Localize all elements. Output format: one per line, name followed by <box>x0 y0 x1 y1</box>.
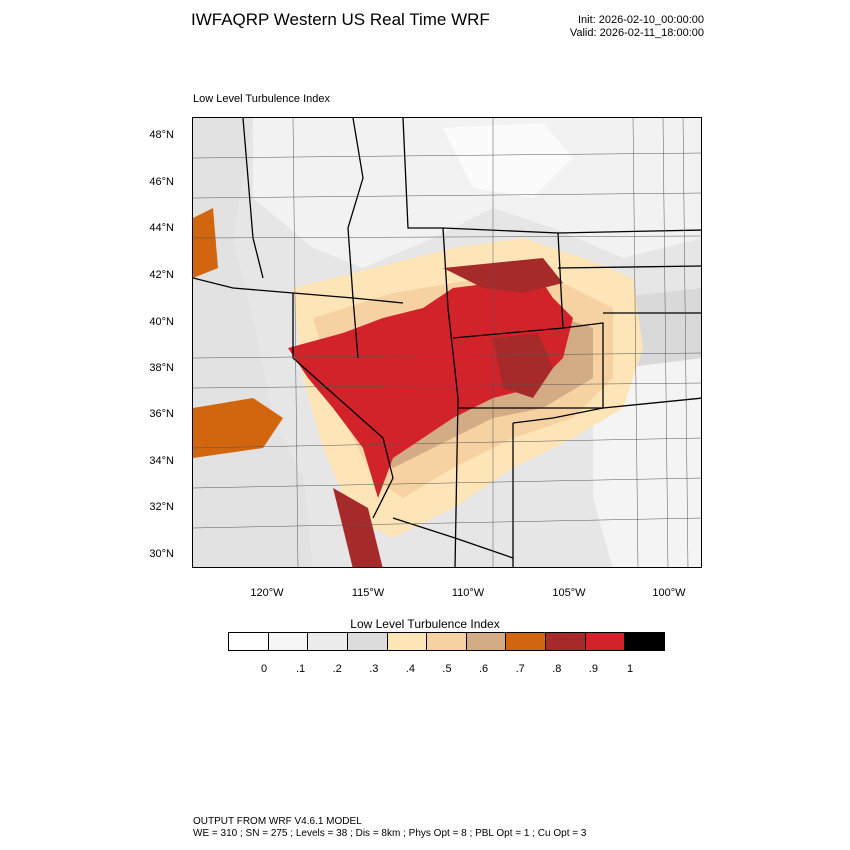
county-borders <box>193 118 701 567</box>
footer-line-1: OUTPUT FROM WRF V4.6.1 MODEL <box>193 816 362 827</box>
lat-tick-label: 34°N <box>149 455 174 467</box>
colorbar-tick-label: .3 <box>369 663 379 675</box>
colorbar-tick-label: .1 <box>296 663 306 675</box>
run-info: Init: 2026-02-10_00:00:00 Valid: 2026-02… <box>570 14 704 40</box>
state-borders <box>193 118 701 567</box>
colorbar-swatch <box>546 633 586 650</box>
colorbar-tick-label: .4 <box>405 663 415 675</box>
field-pacific <box>193 118 313 567</box>
colorbar <box>228 632 665 651</box>
field-red-baja <box>333 488 383 567</box>
colorbar-swatch <box>347 633 388 650</box>
field-white-north <box>443 123 573 198</box>
model-info-footer: OUTPUT FROM WRF V4.6.1 MODEL WE = 310 ; … <box>193 816 586 840</box>
lon-tick-label: 100°W <box>652 587 686 599</box>
map-panel <box>192 117 702 568</box>
field-orange-northwest <box>193 208 218 278</box>
colorbar-tick-label: .7 <box>515 663 525 675</box>
lat-tick-label: 40°N <box>149 316 174 328</box>
turbulence-map <box>193 118 701 567</box>
plot-title: IWFAQRP Western US Real Time WRF <box>191 10 490 29</box>
colorbar-tick-label: 1 <box>626 663 634 675</box>
colorbar-tick-label: .9 <box>588 663 598 675</box>
colorbar-tick-label: .6 <box>479 663 489 675</box>
valid-time: Valid: 2026-02-11_18:00:00 <box>569 27 704 39</box>
colorbar-swatch <box>387 633 428 650</box>
colorbar-swatch <box>268 633 309 650</box>
colorbar-swatch <box>625 633 665 650</box>
colorbar-swatch <box>229 633 269 650</box>
lat-tick-label: 32°N <box>149 501 174 513</box>
footer-line-2: WE = 310 ; SN = 275 ; Levels = 38 ; Dis … <box>193 828 587 839</box>
field-orange-coast <box>193 398 283 458</box>
lat-tick-label: 46°N <box>149 176 174 188</box>
lat-tick-label: 44°N <box>149 222 174 234</box>
colorbar-swatch <box>427 633 467 650</box>
colorbar-tick-label: .8 <box>552 663 562 675</box>
init-time: Init: 2026-02-10_00:00:00 <box>578 14 704 26</box>
colorbar-swatch <box>308 633 348 650</box>
colorbar-tick-label: 0 <box>260 663 268 675</box>
field-dark-red-center <box>493 333 553 398</box>
field-light-southeast <box>593 358 701 567</box>
lat-tick-label: 48°N <box>149 129 174 141</box>
field-red-core <box>288 268 573 498</box>
lon-tick-label: 120°W <box>250 587 284 599</box>
lon-tick-label: 115°W <box>351 587 385 599</box>
field-dark-red-north <box>443 258 563 293</box>
colorbar-tick-label: .2 <box>332 663 342 675</box>
lat-tick-label: 36°N <box>149 408 174 420</box>
colorbar-swatch <box>506 633 547 650</box>
lon-tick-label: 105°W <box>552 587 586 599</box>
lat-tick-label: 30°N <box>149 548 174 560</box>
lat-tick-label: 38°N <box>149 362 174 374</box>
colorbar-tick-label: .5 <box>442 663 452 675</box>
lon-tick-label: 110°W <box>451 587 485 599</box>
plot-subtitle: Low Level Turbulence Index <box>193 93 330 105</box>
colorbar-swatch <box>585 633 626 650</box>
colorbar-title: Low Level Turbulence Index <box>350 617 500 631</box>
field-light-north <box>253 118 701 268</box>
lat-tick-label: 42°N <box>149 269 174 281</box>
colorbar-swatch <box>466 633 507 650</box>
